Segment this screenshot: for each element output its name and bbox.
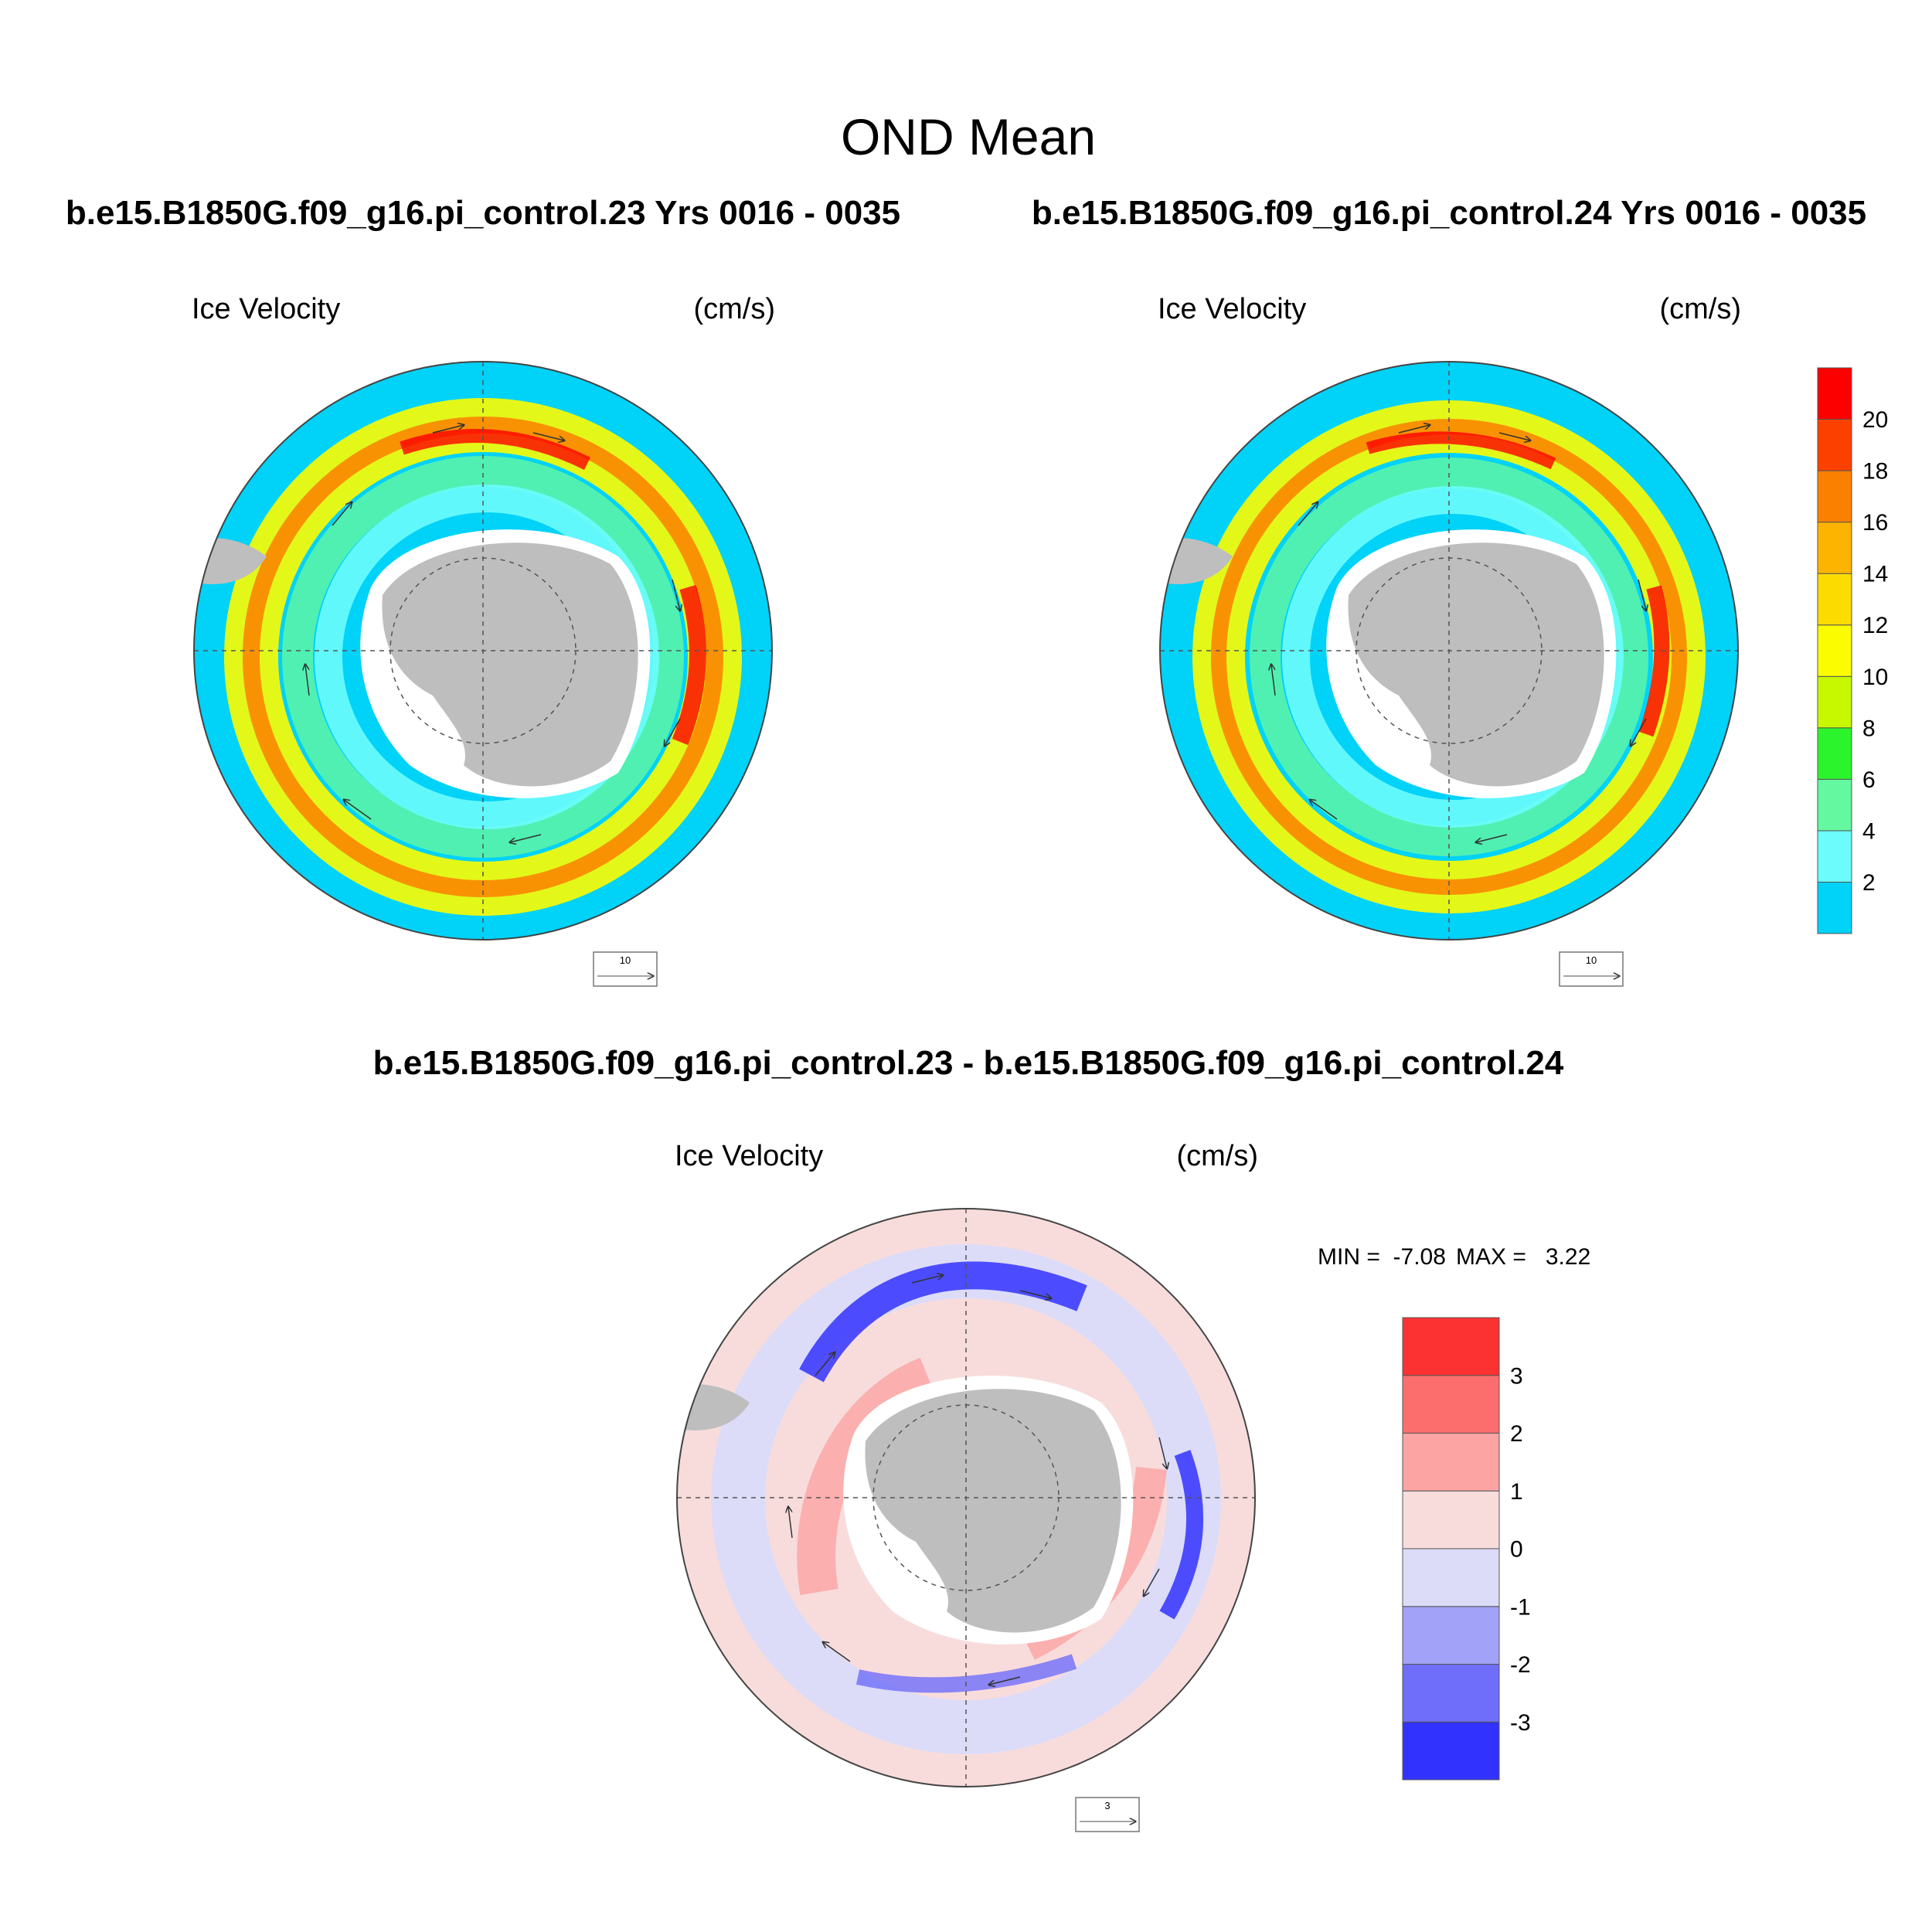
velocity-colorbar-swatch-0 — [1817, 881, 1852, 934]
ice-max-a2 — [672, 584, 706, 746]
vectors-b — [1271, 425, 1646, 842]
panel-run-b: Ice Velocity (cm/s) — [1158, 293, 1741, 987]
difference-colorbar-swatch-7 — [1402, 1317, 1500, 1376]
velocity-colorbar-swatch-9 — [1817, 419, 1852, 471]
panel-a-variable: Ice Velocity — [192, 293, 340, 325]
difference-colorbar-swatch-5 — [1402, 1433, 1500, 1492]
velocity-colorbar-swatch-10 — [1817, 367, 1852, 420]
panel-difference: Ice Velocity (cm/s) — [675, 1140, 1590, 1832]
difference-colorbar-label-5: 2 — [1510, 1421, 1523, 1447]
difference-colorbar-label-2: -1 — [1510, 1594, 1531, 1620]
difference-colorbar-swatch-0 — [1402, 1721, 1500, 1781]
difference-colorbar-swatch-6 — [1402, 1375, 1500, 1434]
ref-vector-label-c: 3 — [1104, 1800, 1110, 1811]
difference-colorbar-label-1: -2 — [1510, 1652, 1531, 1678]
velocity-colorbar-label-5: 12 — [1862, 613, 1888, 638]
antarctica-a — [382, 543, 638, 787]
ice-max-b2 — [1638, 585, 1670, 737]
panel-a-units: (cm/s) — [693, 293, 775, 325]
ice-ring-a-core — [243, 417, 723, 897]
map-border-b — [1159, 361, 1739, 940]
panel-run-a: Ice Velocity (cm/s) — [192, 293, 775, 987]
panel-c-units: (cm/s) — [1176, 1140, 1258, 1172]
map-border-c — [676, 1208, 1256, 1787]
velocity-colorbar-label-6: 14 — [1862, 562, 1888, 587]
velocity-colorbar-label-1: 4 — [1862, 818, 1876, 844]
velocity-colorbar-swatch-6 — [1817, 573, 1852, 626]
run-a-header: b.e15.B1850G.f09_g16.pi_control.23 Yrs 0… — [66, 194, 900, 232]
velocity-colorbar-swatch-7 — [1817, 522, 1852, 574]
velocity-colorbar-swatch-8 — [1817, 470, 1852, 523]
velocity-colorbar-swatch-3 — [1817, 727, 1852, 780]
diff-pos-arc — [797, 1357, 935, 1596]
difference-colorbar-label-4: 1 — [1510, 1479, 1523, 1505]
run-b-header: b.e15.B1850G.f09_g16.pi_control.24 Yrs 0… — [1032, 194, 1866, 232]
ice-inner-a — [282, 456, 684, 858]
velocity-colorbar: 2 4 6 8 10 12 14 16 18 20 — [1817, 367, 1888, 934]
min-label: MIN = -7.08 — [1318, 1244, 1446, 1270]
ref-vector-label-b: 10 — [1586, 954, 1597, 966]
vectors-c — [788, 1275, 1167, 1685]
panel-c-variable: Ice Velocity — [675, 1140, 823, 1172]
panel-b-variable: Ice Velocity — [1158, 293, 1306, 325]
difference-colorbar-swatch-2 — [1402, 1606, 1500, 1665]
polar-map-b — [1160, 362, 1738, 940]
difference-colorbar-label-6: 3 — [1510, 1363, 1523, 1389]
panel-b-units: (cm/s) — [1659, 293, 1741, 325]
difference-colorbar-swatch-4 — [1402, 1490, 1500, 1549]
antarctica-b — [1348, 543, 1604, 787]
difference-colorbar-swatch-3 — [1402, 1548, 1500, 1607]
velocity-colorbar-label-8: 18 — [1862, 459, 1888, 485]
velocity-colorbar-label-7: 16 — [1862, 510, 1888, 536]
ref-vector-box-c: 3 — [1075, 1797, 1140, 1832]
difference-colorbar-swatch-1 — [1402, 1664, 1500, 1723]
velocity-colorbar-swatch-5 — [1817, 624, 1852, 677]
antarctica-c — [865, 1389, 1121, 1633]
ref-vector-box-a: 10 — [593, 951, 658, 987]
velocity-colorbar-label-3: 8 — [1862, 716, 1876, 741]
figure-title: OND Mean — [841, 108, 1096, 165]
velocity-colorbar-swatch-2 — [1817, 778, 1852, 832]
diff-strong-neg-north — [799, 1261, 1087, 1383]
ref-vector-box-b: 10 — [1559, 951, 1624, 987]
velocity-colorbar-label-0: 2 — [1862, 870, 1876, 896]
velocity-colorbar-label-2: 6 — [1862, 767, 1876, 793]
difference-colorbar-label-0: -3 — [1510, 1710, 1531, 1736]
difference-colorbar: -3 -2 -1 0 1 2 3 — [1402, 1317, 1531, 1781]
ice-max-b — [1366, 431, 1556, 470]
velocity-colorbar-swatch-1 — [1817, 830, 1852, 883]
velocity-colorbar-label-9: 20 — [1862, 407, 1888, 433]
ice-max-a — [400, 429, 591, 471]
velocity-colorbar-swatch-4 — [1817, 675, 1852, 729]
diff-strong-neg-east — [1159, 1450, 1204, 1620]
vectors-a — [305, 425, 680, 842]
diff-header: b.e15.B1850G.f09_g16.pi_control.23 - b.e… — [373, 1044, 1564, 1082]
difference-colorbar-label-3: 0 — [1510, 1537, 1523, 1563]
ref-vector-label-a: 10 — [620, 954, 631, 966]
polar-map-a — [194, 362, 772, 940]
velocity-colorbar-label-4: 10 — [1862, 665, 1888, 690]
max-label: MAX = 3.22 — [1456, 1244, 1590, 1270]
polar-map-c — [677, 1209, 1255, 1787]
map-border-a — [193, 361, 773, 940]
